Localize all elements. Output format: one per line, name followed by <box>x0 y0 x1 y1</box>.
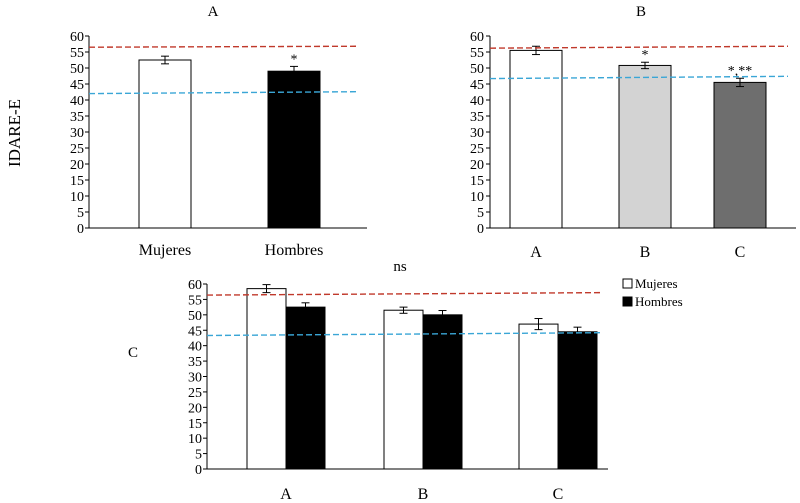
panel-b-significance-label: * <box>642 48 649 63</box>
panel-c-y-tick-label: 60 <box>188 278 202 293</box>
panel-b-category-label: B <box>640 244 651 261</box>
panel-a-y-tick-label: 30 <box>70 126 84 141</box>
panel-b-y-tick-label: 10 <box>470 190 484 205</box>
panel-b-y-tick-label: 20 <box>470 158 484 173</box>
panel-c-bar-mujeres-c <box>518 323 559 470</box>
panel-a-y-tick-label: 10 <box>70 190 84 205</box>
panel-b-y-tick-label: 25 <box>470 142 484 157</box>
panel-c-reference-line-lower <box>206 332 601 337</box>
panel-c-y-tick-label: 10 <box>188 432 202 447</box>
panel-b-y-tick-label: 5 <box>477 206 484 221</box>
y-axis-label: IDARE-E <box>5 99 24 167</box>
panel-a-y-tick-label: 40 <box>70 94 84 109</box>
panel-b-y-tick-label: 45 <box>470 78 484 93</box>
panel-a-title: A <box>208 4 219 20</box>
panel-a-significance-label: * <box>291 52 298 67</box>
panel-c-y-tick-label: 35 <box>188 355 202 370</box>
panel-b-y-tick-label: 60 <box>470 30 484 45</box>
panel-b-significance-label: *,** <box>728 64 753 79</box>
panel-b-category-label: C <box>735 244 746 261</box>
panel-a-y-tick-label: 5 <box>77 206 84 221</box>
panel-c-y-tick-label: 45 <box>188 324 202 339</box>
panel-c-y-tick-label: 30 <box>188 371 202 386</box>
panel-a-y-tick-label: 35 <box>70 110 84 125</box>
panel-a-y-tick-label: 60 <box>70 30 84 45</box>
panel-c-y-tick-label: 0 <box>195 463 202 478</box>
panel-c-bar-hombres-a <box>285 306 326 470</box>
panel-c-reference-line-upper <box>206 291 601 296</box>
panel-c-bar-hombres-b <box>422 314 463 470</box>
panel-c-y-tick-label: 50 <box>188 309 202 324</box>
panel-c-category-label: B <box>418 486 429 503</box>
panel-c-title: ns <box>393 259 407 275</box>
panel-a-reference-line-upper <box>88 45 360 48</box>
panel-b-reference-line-lower <box>489 75 789 80</box>
panel-c-y-tick-label: 55 <box>188 293 202 308</box>
panel-c-category-label: C <box>553 486 564 503</box>
panel-a-y-tick-label: 0 <box>77 222 84 237</box>
panel-b-y-tick-label: 15 <box>470 174 484 189</box>
legend-swatch-mujeres <box>622 278 633 289</box>
legend-swatch-hombres <box>622 296 633 307</box>
panel-a-category-label: Hombres <box>265 242 324 259</box>
panel-a-y-tick-label: 55 <box>70 46 84 61</box>
panel-a-y-tick-label: 45 <box>70 78 84 93</box>
panel-a-y-tick-label: 25 <box>70 142 84 157</box>
panel-c-bar-hombres-c <box>557 331 598 470</box>
panel-b-bar-b <box>618 64 672 229</box>
legend-label-mujeres: Mujeres <box>635 276 678 291</box>
panel-c-bar-mujeres-a <box>246 288 287 470</box>
panel-c-side-label: C <box>128 345 138 361</box>
panel-b-category-label: A <box>530 244 542 261</box>
panel-b-y-tick-label: 30 <box>470 126 484 141</box>
legend-label-hombres: Hombres <box>635 294 683 309</box>
panel-a-bar-hombres <box>267 70 321 229</box>
panel-b-bar-c <box>713 81 767 229</box>
panel-c-y-tick-label: 15 <box>188 417 202 432</box>
panel-b-y-tick-label: 40 <box>470 94 484 109</box>
panel-b-y-tick-label: 0 <box>477 222 484 237</box>
panel-c-y-tick-label: 40 <box>188 340 202 355</box>
panel-b-y-tick-label: 55 <box>470 46 484 61</box>
panel-c-y-tick-label: 20 <box>188 401 202 416</box>
panel-a-category-label: Mujeres <box>139 242 191 259</box>
panel-a-reference-line-lower <box>88 90 360 95</box>
panel-c-y-tick-label: 5 <box>195 448 202 463</box>
panel-b-bar-a <box>509 49 563 229</box>
panel-c-category-label: A <box>280 486 292 503</box>
panel-c-y-tick-label: 25 <box>188 386 202 401</box>
panel-b-y-tick-label: 35 <box>470 110 484 125</box>
panel-b-title: B <box>636 4 646 20</box>
panel-b-y-tick-label: 50 <box>470 62 484 77</box>
panel-a-y-tick-label: 50 <box>70 62 84 77</box>
panel-a-bar-mujeres <box>138 59 192 229</box>
panel-b-reference-line-upper <box>489 45 789 49</box>
panel-a-y-tick-label: 20 <box>70 158 84 173</box>
panel-a-y-tick-label: 15 <box>70 174 84 189</box>
